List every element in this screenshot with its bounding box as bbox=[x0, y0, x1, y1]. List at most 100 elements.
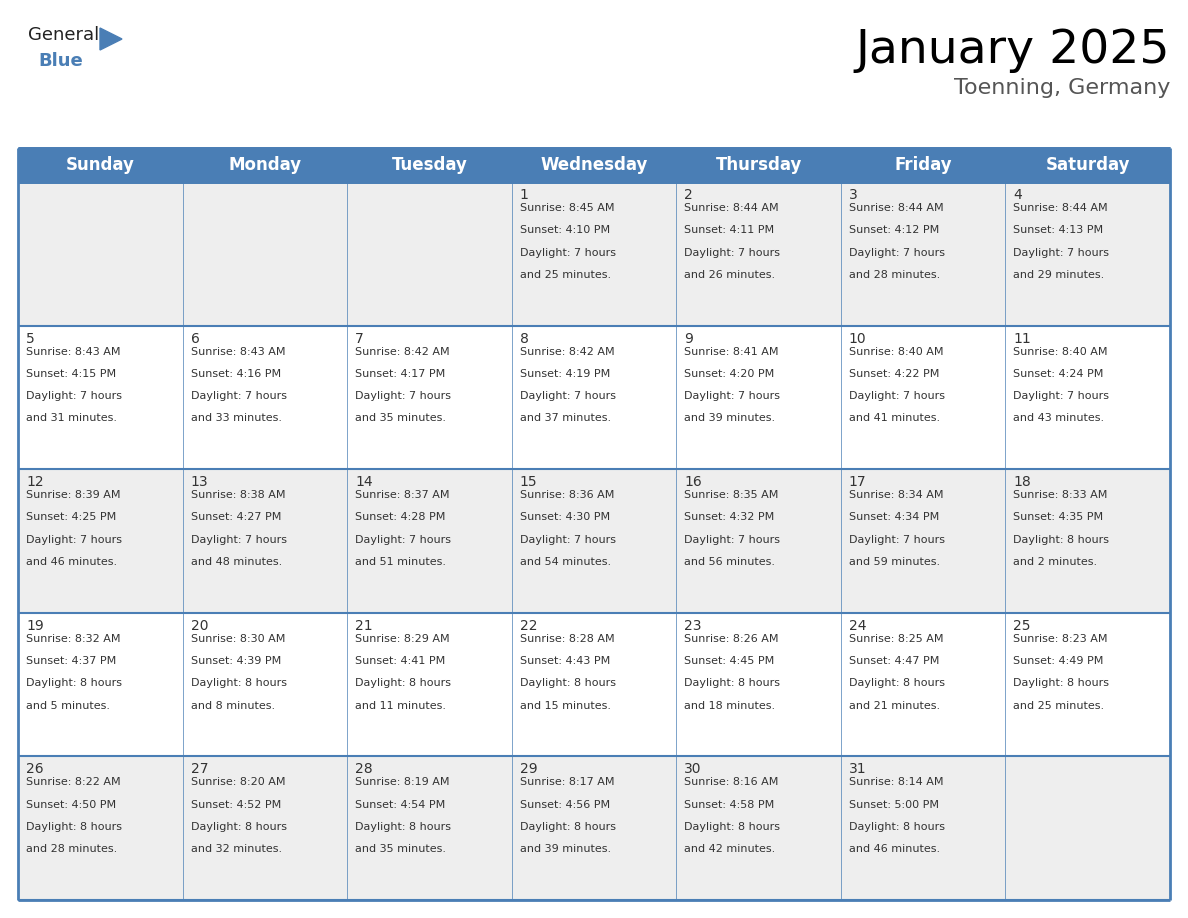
Text: Sunset: 4:43 PM: Sunset: 4:43 PM bbox=[519, 656, 609, 666]
Text: Sunrise: 8:44 AM: Sunrise: 8:44 AM bbox=[1013, 203, 1108, 213]
Text: Daylight: 7 hours: Daylight: 7 hours bbox=[684, 534, 781, 544]
Text: Sunrise: 8:34 AM: Sunrise: 8:34 AM bbox=[849, 490, 943, 500]
Text: 11: 11 bbox=[1013, 331, 1031, 345]
Text: 17: 17 bbox=[849, 476, 866, 489]
Bar bbox=[841, 148, 1005, 182]
Text: Sunset: 4:13 PM: Sunset: 4:13 PM bbox=[1013, 225, 1104, 235]
Text: and 54 minutes.: and 54 minutes. bbox=[519, 557, 611, 567]
Text: 31: 31 bbox=[849, 763, 866, 777]
Bar bbox=[1005, 756, 1170, 900]
Text: Sunrise: 8:37 AM: Sunrise: 8:37 AM bbox=[355, 490, 449, 500]
Text: Daylight: 8 hours: Daylight: 8 hours bbox=[519, 678, 615, 688]
Bar bbox=[183, 756, 347, 900]
Bar bbox=[18, 148, 183, 182]
Text: Sunrise: 8:29 AM: Sunrise: 8:29 AM bbox=[355, 633, 450, 644]
Text: 7: 7 bbox=[355, 331, 364, 345]
Text: Monday: Monday bbox=[228, 156, 302, 174]
Bar bbox=[18, 182, 183, 326]
Text: 2: 2 bbox=[684, 188, 693, 202]
Text: Sunset: 4:19 PM: Sunset: 4:19 PM bbox=[519, 369, 609, 379]
Text: Sunrise: 8:33 AM: Sunrise: 8:33 AM bbox=[1013, 490, 1107, 500]
Bar bbox=[347, 613, 512, 756]
Bar bbox=[512, 326, 676, 469]
Text: Sunrise: 8:42 AM: Sunrise: 8:42 AM bbox=[519, 347, 614, 356]
Bar bbox=[183, 148, 347, 182]
Bar bbox=[183, 326, 347, 469]
Text: Sunset: 4:49 PM: Sunset: 4:49 PM bbox=[1013, 656, 1104, 666]
Text: Daylight: 7 hours: Daylight: 7 hours bbox=[355, 391, 451, 401]
Text: 22: 22 bbox=[519, 619, 537, 633]
Text: and 37 minutes.: and 37 minutes. bbox=[519, 413, 611, 423]
Bar bbox=[347, 326, 512, 469]
Text: Sunset: 4:12 PM: Sunset: 4:12 PM bbox=[849, 225, 939, 235]
Text: and 8 minutes.: and 8 minutes. bbox=[190, 700, 274, 711]
Text: and 51 minutes.: and 51 minutes. bbox=[355, 557, 447, 567]
Text: and 41 minutes.: and 41 minutes. bbox=[849, 413, 940, 423]
Text: Sunrise: 8:40 AM: Sunrise: 8:40 AM bbox=[1013, 347, 1108, 356]
Text: Thursday: Thursday bbox=[715, 156, 802, 174]
Text: 26: 26 bbox=[26, 763, 44, 777]
Text: and 25 minutes.: and 25 minutes. bbox=[519, 270, 611, 280]
Bar bbox=[841, 613, 1005, 756]
Text: Sunset: 4:41 PM: Sunset: 4:41 PM bbox=[355, 656, 446, 666]
Text: and 11 minutes.: and 11 minutes. bbox=[355, 700, 447, 711]
Text: 16: 16 bbox=[684, 476, 702, 489]
Bar bbox=[676, 182, 841, 326]
Text: Sunset: 4:17 PM: Sunset: 4:17 PM bbox=[355, 369, 446, 379]
Text: and 2 minutes.: and 2 minutes. bbox=[1013, 557, 1098, 567]
Bar bbox=[347, 148, 512, 182]
Text: 1: 1 bbox=[519, 188, 529, 202]
Text: 19: 19 bbox=[26, 619, 44, 633]
Text: Sunrise: 8:20 AM: Sunrise: 8:20 AM bbox=[190, 778, 285, 788]
Bar bbox=[18, 469, 183, 613]
Text: Wednesday: Wednesday bbox=[541, 156, 647, 174]
Text: Sunrise: 8:39 AM: Sunrise: 8:39 AM bbox=[26, 490, 120, 500]
Text: 15: 15 bbox=[519, 476, 537, 489]
Text: Daylight: 8 hours: Daylight: 8 hours bbox=[519, 822, 615, 832]
Text: 6: 6 bbox=[190, 331, 200, 345]
Text: Sunrise: 8:38 AM: Sunrise: 8:38 AM bbox=[190, 490, 285, 500]
Text: 18: 18 bbox=[1013, 476, 1031, 489]
Text: Sunset: 4:32 PM: Sunset: 4:32 PM bbox=[684, 512, 775, 522]
Text: Sunset: 4:47 PM: Sunset: 4:47 PM bbox=[849, 656, 940, 666]
Text: Sunrise: 8:14 AM: Sunrise: 8:14 AM bbox=[849, 778, 943, 788]
Bar bbox=[1005, 613, 1170, 756]
Text: Sunset: 4:56 PM: Sunset: 4:56 PM bbox=[519, 800, 609, 810]
Bar bbox=[347, 182, 512, 326]
Text: Sunset: 4:34 PM: Sunset: 4:34 PM bbox=[849, 512, 939, 522]
Bar bbox=[512, 182, 676, 326]
Bar bbox=[676, 148, 841, 182]
Text: Daylight: 8 hours: Daylight: 8 hours bbox=[684, 822, 781, 832]
Text: 8: 8 bbox=[519, 331, 529, 345]
Text: Daylight: 7 hours: Daylight: 7 hours bbox=[519, 391, 615, 401]
Text: Daylight: 8 hours: Daylight: 8 hours bbox=[190, 678, 286, 688]
Text: Daylight: 7 hours: Daylight: 7 hours bbox=[1013, 248, 1110, 258]
Text: and 48 minutes.: and 48 minutes. bbox=[190, 557, 282, 567]
Text: and 56 minutes.: and 56 minutes. bbox=[684, 557, 776, 567]
Text: 12: 12 bbox=[26, 476, 44, 489]
Text: and 39 minutes.: and 39 minutes. bbox=[519, 845, 611, 854]
Bar bbox=[512, 469, 676, 613]
Text: Daylight: 7 hours: Daylight: 7 hours bbox=[519, 248, 615, 258]
Text: and 46 minutes.: and 46 minutes. bbox=[26, 557, 118, 567]
Bar bbox=[512, 148, 676, 182]
Text: Sunset: 4:58 PM: Sunset: 4:58 PM bbox=[684, 800, 775, 810]
Text: Sunset: 4:50 PM: Sunset: 4:50 PM bbox=[26, 800, 116, 810]
Text: 3: 3 bbox=[849, 188, 858, 202]
Text: Daylight: 7 hours: Daylight: 7 hours bbox=[1013, 391, 1110, 401]
Text: Sunset: 4:52 PM: Sunset: 4:52 PM bbox=[190, 800, 280, 810]
Text: Sunset: 4:22 PM: Sunset: 4:22 PM bbox=[849, 369, 940, 379]
Text: Sunrise: 8:19 AM: Sunrise: 8:19 AM bbox=[355, 778, 449, 788]
Bar bbox=[1005, 469, 1170, 613]
Bar bbox=[1005, 326, 1170, 469]
Text: Sunset: 4:11 PM: Sunset: 4:11 PM bbox=[684, 225, 775, 235]
Text: Daylight: 7 hours: Daylight: 7 hours bbox=[849, 391, 944, 401]
Bar bbox=[18, 613, 183, 756]
Text: Sunrise: 8:36 AM: Sunrise: 8:36 AM bbox=[519, 490, 614, 500]
Text: Sunset: 4:10 PM: Sunset: 4:10 PM bbox=[519, 225, 609, 235]
Text: Sunrise: 8:30 AM: Sunrise: 8:30 AM bbox=[190, 633, 285, 644]
Text: and 32 minutes.: and 32 minutes. bbox=[190, 845, 282, 854]
Text: 14: 14 bbox=[355, 476, 373, 489]
Text: General: General bbox=[29, 26, 100, 44]
Text: and 46 minutes.: and 46 minutes. bbox=[849, 845, 940, 854]
